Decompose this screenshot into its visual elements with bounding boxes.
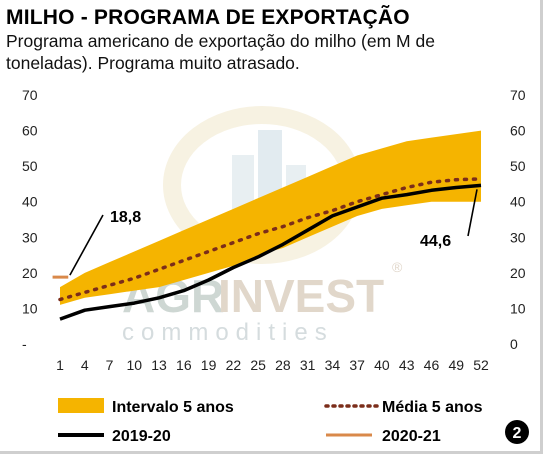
- y-tick-right: 40: [510, 194, 526, 210]
- x-tick: 16: [176, 357, 192, 373]
- x-tick: 19: [201, 357, 217, 373]
- x-tick: 46: [424, 357, 440, 373]
- x-axis: 1 4 7 10 13 16 19 22 25 28 31 34 37 40 43 46 49 52: [56, 357, 489, 373]
- y-tick-right: 10: [510, 300, 526, 316]
- page-number-badge: [505, 420, 529, 444]
- chart-subtitle: Programa americano de exportação do milh…: [6, 31, 435, 73]
- watermark-subtext: commodities: [122, 319, 334, 346]
- y-tick-right: 0: [510, 336, 518, 352]
- x-tick: 37: [349, 357, 365, 373]
- y-tick-left: 60: [22, 123, 38, 139]
- legend-label-media: Média 5 anos: [382, 399, 483, 416]
- page-number: 2: [513, 425, 522, 442]
- x-tick: 28: [275, 357, 291, 373]
- y-tick-right: 70: [510, 87, 526, 103]
- x-tick: 31: [300, 357, 316, 373]
- watermark-brand-b: INVEST: [218, 270, 384, 322]
- y-tick-right: 60: [510, 123, 526, 139]
- chart-title: MILHO - PROGRAMA DE EXPORTAÇÃO: [6, 6, 410, 29]
- legend: Intervalo 5 anos Média 5 anos 2019-20 20…: [58, 398, 529, 445]
- x-tick: 52: [473, 357, 489, 373]
- x-tick: 4: [81, 357, 89, 373]
- annotation-start-leader: [69, 214, 104, 276]
- series-line-media: [58, 177, 483, 302]
- y-tick-right: 50: [510, 158, 526, 174]
- y-tick-right: 20: [510, 265, 526, 281]
- annotation-start-label: 18,8: [110, 209, 141, 226]
- x-tick: 43: [399, 357, 415, 373]
- legend-label-band: Intervalo 5 anos: [112, 399, 234, 416]
- y-tick-left: 20: [22, 265, 38, 281]
- legend-label-2019: 2019-20: [112, 428, 171, 445]
- x-tick: 22: [226, 357, 242, 373]
- y-tick-right: 30: [510, 229, 526, 245]
- plot-area: [52, 130, 483, 321]
- y-tick-left: -: [22, 336, 27, 352]
- y-axis-right: 0 10 20 30 40 50 60 70: [510, 87, 526, 352]
- x-tick: 10: [127, 357, 143, 373]
- y-tick-left: 30: [22, 229, 38, 245]
- legend-swatch-band: [58, 398, 104, 413]
- annotation-end-label: 44,6: [420, 233, 451, 250]
- annotation-end-leader: [467, 189, 478, 237]
- y-tick-left: 40: [22, 194, 38, 210]
- x-tick: 49: [448, 357, 464, 373]
- series-line-2019-20: [59, 183, 482, 321]
- series-band-intervalo: [60, 130, 481, 305]
- x-tick: 34: [325, 357, 341, 373]
- y-tick-left: 50: [22, 158, 38, 174]
- y-tick-left: 70: [22, 87, 38, 103]
- x-tick: 13: [151, 357, 167, 373]
- x-tick: 40: [374, 357, 390, 373]
- x-tick: 7: [106, 357, 114, 373]
- x-tick: 1: [56, 357, 64, 373]
- y-tick-left: 10: [22, 300, 38, 316]
- x-tick: 25: [250, 357, 266, 373]
- y-axis-left: - 10 20 30 40 50 60 70: [22, 87, 38, 352]
- legend-label-2020: 2020-21: [382, 428, 441, 445]
- watermark-registered: ®: [392, 259, 403, 275]
